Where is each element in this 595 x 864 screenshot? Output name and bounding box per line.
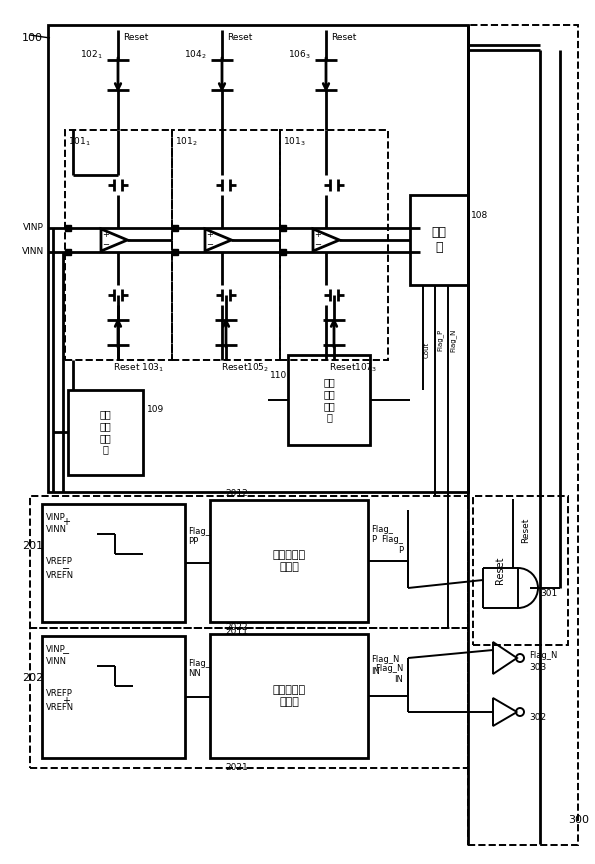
Text: P: P: [371, 536, 376, 544]
Text: 第二
数模
转换
器: 第二 数模 转换 器: [323, 378, 335, 422]
Text: Flag_P: Flag_P: [437, 329, 444, 351]
Text: +: +: [62, 517, 70, 527]
Bar: [30, 496, 468, 628]
Text: VINN: VINN: [46, 525, 67, 535]
Text: Flag_: Flag_: [188, 528, 210, 537]
Bar: [48, 25, 468, 492]
Text: Flag_N: Flag_N: [371, 655, 399, 664]
Text: Reset: Reset: [123, 34, 148, 42]
Text: −: −: [206, 240, 214, 250]
Text: VINP: VINP: [23, 224, 44, 232]
Text: +: +: [315, 231, 321, 239]
Text: 102$_1$: 102$_1$: [80, 48, 103, 61]
Text: 303: 303: [529, 664, 546, 672]
Text: −: −: [62, 649, 70, 659]
Text: 脉冲宽度可
调单元: 脉冲宽度可 调单元: [273, 685, 306, 707]
Text: 104$_2$: 104$_2$: [184, 48, 207, 61]
Text: 100: 100: [22, 33, 43, 43]
Bar: [65, 130, 172, 360]
Text: 2011: 2011: [225, 627, 248, 637]
Text: Reset 103$_1$: Reset 103$_1$: [113, 362, 164, 374]
Text: 302: 302: [529, 713, 546, 721]
Text: NN: NN: [188, 670, 201, 678]
Text: Flag_N
IN: Flag_N IN: [375, 664, 403, 683]
Bar: [468, 25, 578, 845]
Text: Flag_N: Flag_N: [529, 651, 558, 660]
Text: Reset: Reset: [227, 34, 252, 42]
Text: 2021: 2021: [225, 764, 248, 772]
Text: 109: 109: [147, 405, 164, 415]
Text: 201: 201: [22, 541, 43, 551]
Text: 300: 300: [568, 815, 589, 825]
Text: IN: IN: [371, 666, 380, 676]
Text: 108: 108: [471, 211, 488, 219]
Text: VREFN: VREFN: [46, 571, 74, 581]
Bar: [42, 636, 185, 758]
Text: 脉冲宽度可
调单元: 脉冲宽度可 调单元: [273, 550, 306, 572]
Text: Flag_: Flag_: [371, 525, 393, 535]
Bar: [68, 390, 143, 475]
Text: PP: PP: [188, 537, 198, 547]
Text: +: +: [206, 231, 214, 239]
Text: 106$_3$: 106$_3$: [288, 48, 311, 61]
Text: −: −: [315, 240, 321, 250]
Bar: [410, 195, 468, 285]
Text: 2012: 2012: [225, 490, 248, 499]
Text: VINN: VINN: [46, 658, 67, 666]
Text: +: +: [102, 231, 109, 239]
Text: VREFN: VREFN: [46, 703, 74, 713]
Text: 101$_2$: 101$_2$: [175, 136, 198, 149]
Bar: [30, 628, 468, 768]
Bar: [473, 496, 568, 645]
Text: VINP: VINP: [46, 645, 66, 655]
Text: 101$_3$: 101$_3$: [283, 136, 306, 149]
Text: +: +: [62, 696, 70, 706]
Text: VINP: VINP: [46, 513, 66, 523]
Text: Reset: Reset: [331, 34, 356, 42]
Text: Reset107$_3$: Reset107$_3$: [329, 362, 377, 374]
Text: Flag_: Flag_: [188, 659, 210, 669]
Text: VREFP: VREFP: [46, 557, 73, 567]
Text: Flag_N: Flag_N: [450, 328, 457, 352]
Text: 第一
数模
转换
器: 第一 数模 转换 器: [99, 410, 111, 454]
Bar: [280, 130, 388, 360]
Text: Reset105$_2$: Reset105$_2$: [221, 362, 269, 374]
Text: 202: 202: [22, 673, 43, 683]
Text: VREFP: VREFP: [46, 689, 73, 698]
Text: Reset: Reset: [495, 556, 505, 584]
Text: 2022: 2022: [225, 624, 248, 632]
Text: −: −: [102, 240, 109, 250]
Text: Reset: Reset: [521, 518, 530, 543]
Text: VINN: VINN: [22, 247, 44, 257]
Bar: [288, 355, 370, 445]
Text: Cout: Cout: [424, 342, 430, 358]
Text: 301: 301: [540, 588, 558, 598]
Text: 量化
器: 量化 器: [431, 226, 446, 254]
Text: −: −: [62, 564, 70, 574]
Bar: [172, 130, 280, 360]
Bar: [210, 634, 368, 758]
Text: 110: 110: [270, 371, 287, 379]
Bar: [42, 504, 185, 622]
Text: 101$_1$: 101$_1$: [68, 136, 91, 149]
Bar: [210, 500, 368, 622]
Text: Flag_
P: Flag_ P: [381, 536, 403, 555]
